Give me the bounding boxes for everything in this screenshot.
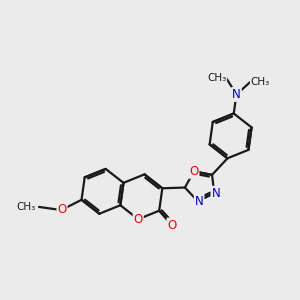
Text: O: O xyxy=(189,165,199,178)
Text: N: N xyxy=(232,88,241,101)
Text: N: N xyxy=(212,187,220,200)
Text: CH₃: CH₃ xyxy=(16,202,36,212)
Text: O: O xyxy=(167,218,177,232)
Text: N: N xyxy=(195,194,203,208)
Text: O: O xyxy=(134,213,143,226)
Text: CH₃: CH₃ xyxy=(251,76,270,87)
Text: CH₃: CH₃ xyxy=(207,73,226,83)
Text: O: O xyxy=(57,203,67,216)
